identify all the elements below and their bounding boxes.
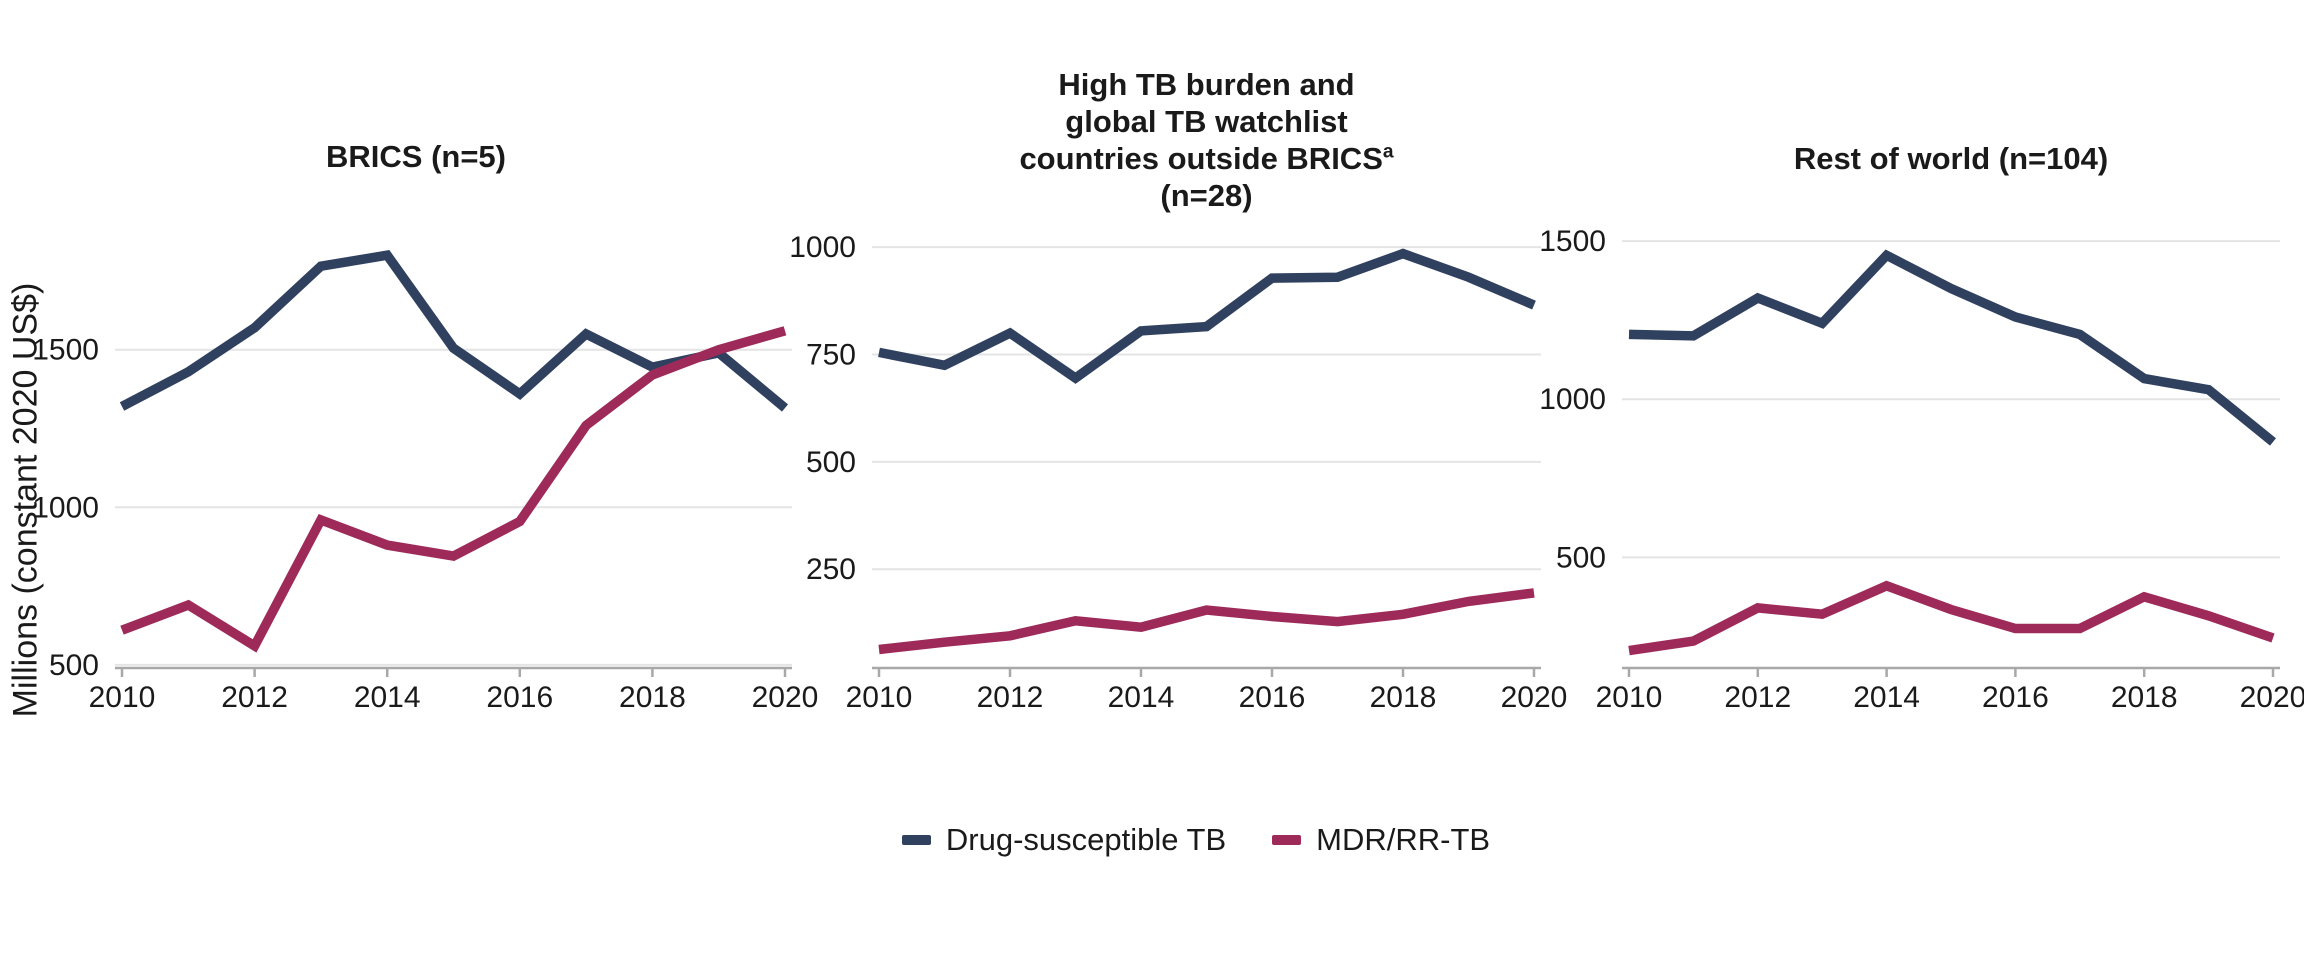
panel-title-high-burden: High TB burden and global TB watchlist c… — [872, 66, 1541, 214]
x-tick-label-2018: 2018 — [619, 681, 686, 714]
x-tick-label-2020: 2020 — [2240, 681, 2304, 714]
panel-title-high-burden-line2: global TB watchlist — [1065, 104, 1348, 139]
line-mdr-rr-tb — [120, 326, 787, 653]
x-tick-label-2012: 2012 — [977, 681, 1044, 714]
x-tick-label-2018: 2018 — [1370, 681, 1437, 714]
x-tick-label-2012: 2012 — [1724, 681, 1791, 714]
line-drug-susceptible-tb — [1628, 249, 2276, 446]
panel-title-brics: BRICS (n=5) — [326, 139, 506, 174]
y-tick-label-750: 750 — [806, 339, 856, 372]
x-tick-label-2016: 2016 — [1239, 681, 1306, 714]
panel-title-high-burden-line1: High TB burden and — [1058, 67, 1355, 102]
panel-2: 2010 2012 2014 2016 2018 2020 500 1000 1500 — [1539, 225, 2304, 714]
panel-0: 2010 2012 2014 2016 2018 2020 500 1000 1500 — [32, 250, 819, 714]
line-mdr-rr-tb — [1628, 580, 2275, 656]
x-tick-label-2010: 2010 — [89, 681, 156, 714]
x-tick-label-2016: 2016 — [1982, 681, 2049, 714]
panel-title-high-burden-line3: countries outside BRICSa — [1019, 141, 1394, 176]
x-tick-label-2014: 2014 — [354, 681, 421, 714]
legend-label-drug-susceptible-tb: Drug-susceptible TB — [945, 822, 1227, 857]
x-tick-label-2020: 2020 — [752, 681, 819, 714]
y-tick-label-1000: 1000 — [789, 231, 856, 264]
x-tick-label-2012: 2012 — [221, 681, 288, 714]
line-drug-susceptible-tb — [119, 250, 789, 412]
panel-title-rest-of-world: Rest of world (n=104) — [1793, 141, 2109, 176]
x-tick-label-2020: 2020 — [1501, 681, 1568, 714]
panel-1: 2010 2012 2014 2016 2018 2020 250 500 750 1000 — [789, 231, 1567, 714]
y-tick-label-1500: 1500 — [32, 334, 99, 367]
panel-title-high-burden-line4: (n=28) — [1160, 178, 1253, 213]
legend: Drug-susceptible TB MDR/RR-TB — [0, 822, 2304, 858]
y-axis-label: Millions (constant 2020 US$) — [6, 282, 45, 718]
y-tick-label-1500: 1500 — [1539, 225, 1606, 258]
legend-item-mdr-rr-tb: MDR/RR-TB — [1272, 822, 1490, 858]
y-tick-label-1000: 1000 — [32, 491, 99, 524]
line-mdr-rr-tb — [878, 588, 1535, 655]
x-tick-label-2010: 2010 — [1596, 681, 1663, 714]
legend-swatch-drug-susceptible-tb — [901, 835, 931, 845]
x-tick-label-2018: 2018 — [2111, 681, 2178, 714]
footnote-superscript: a — [1382, 141, 1394, 163]
y-tick-label-500: 500 — [1556, 541, 1606, 574]
y-tick-label-250: 250 — [806, 553, 856, 586]
x-tick-label-2014: 2014 — [1108, 681, 1175, 714]
y-tick-label-500: 500 — [806, 446, 856, 479]
line-drug-susceptible-tb — [878, 248, 1536, 384]
y-tick-label-500: 500 — [49, 649, 99, 682]
legend-swatch-mdr-rr-tb — [1272, 835, 1302, 845]
x-tick-label-2014: 2014 — [1853, 681, 1920, 714]
legend-item-drug-susceptible-tb: Drug-susceptible TB — [901, 822, 1227, 858]
y-tick-label-1000: 1000 — [1539, 383, 1606, 416]
legend-label-mdr-rr-tb: MDR/RR-TB — [1316, 822, 1491, 857]
x-tick-label-2016: 2016 — [486, 681, 553, 714]
x-tick-label-2010: 2010 — [846, 681, 913, 714]
